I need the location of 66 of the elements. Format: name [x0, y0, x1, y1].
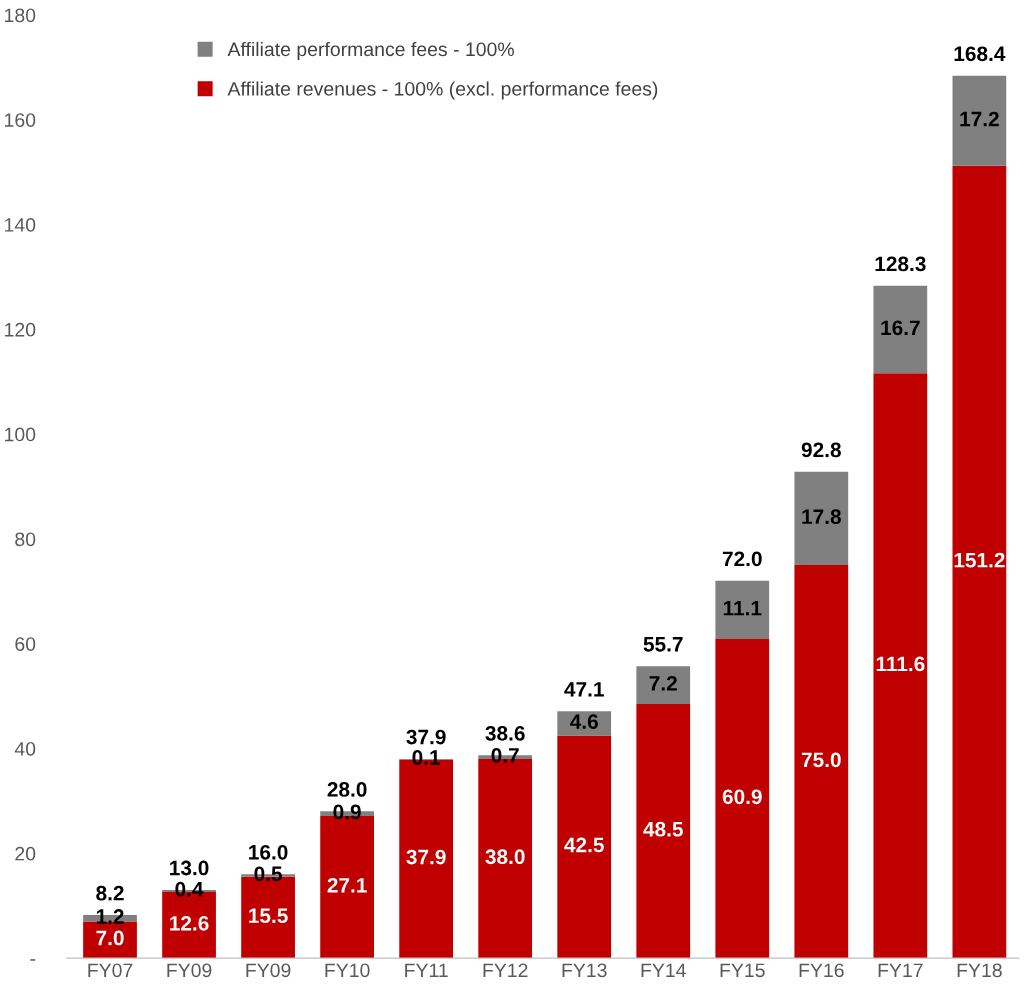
bar	[952, 75, 1007, 166]
x-tick-label: FY12	[483, 963, 528, 978]
data-label: 16.7	[881, 320, 920, 336]
bar	[557, 735, 612, 959]
x-tick-label: FY10	[325, 963, 370, 978]
y-tick-label: 160	[5, 113, 36, 127]
total-label: 47.1	[564, 682, 604, 697]
data-label: 48.5	[643, 821, 683, 837]
y-tick-label: 80	[15, 532, 36, 547]
data-label: 12.6	[170, 915, 209, 931]
x-tick-label: FY15	[720, 963, 765, 978]
bar	[636, 703, 691, 959]
data-label: 111.6	[876, 656, 925, 672]
y-tick-label: 140	[5, 218, 36, 232]
bar	[794, 565, 849, 959]
data-label: 15.5	[249, 908, 288, 924]
legend-label: Affiliate revenues - 100% (excl. performance fees)	[227, 81, 658, 100]
x-tick-label: FY09	[246, 963, 291, 978]
data-label: 37.9	[406, 849, 446, 865]
total-label: 8.2	[96, 885, 124, 901]
y-tick-label: 120	[5, 322, 36, 337]
total-label: 28.0	[327, 782, 367, 797]
bar	[873, 285, 928, 374]
x-tick-label: FY17	[878, 963, 923, 978]
legend-label: Affiliate performance fees - 100%	[227, 41, 514, 61]
y-tick-label: 180	[5, 8, 36, 23]
data-label: 17.2	[960, 111, 999, 127]
total-label: 13.0	[170, 860, 209, 876]
total-label: 55.7	[643, 637, 683, 652]
y-tick-label: 20	[15, 846, 36, 861]
data-label: 4.6	[570, 714, 598, 729]
total-label: 92.8	[801, 442, 841, 458]
data-label: 11.1	[723, 600, 762, 616]
data-label: 38.0	[485, 849, 525, 865]
total-label: 38.6	[485, 725, 525, 741]
x-tick-label: FY18	[957, 963, 1002, 978]
data-label: 42.5	[564, 837, 604, 853]
y-tick-label: 40	[14, 741, 36, 756]
total-label: 16.0	[249, 844, 288, 860]
x-tick-label: FY14	[641, 963, 686, 978]
x-tick-label: FY13	[562, 963, 607, 978]
total-label: 168.4	[954, 46, 1006, 62]
y-tick-label: -	[30, 959, 36, 961]
y-tick-label: 60	[15, 637, 36, 651]
data-label: 151.2	[954, 552, 1005, 568]
y-tick-label: 100	[5, 427, 36, 442]
total-label: 72.0	[722, 551, 762, 567]
data-label: 17.8	[802, 509, 841, 525]
bar	[636, 666, 691, 704]
total-label: 128.3	[875, 256, 926, 272]
data-label: 27.1	[327, 877, 367, 893]
x-tick-label: FY09	[167, 963, 212, 978]
data-label: 75.0	[801, 752, 841, 768]
bar	[794, 471, 849, 566]
x-tick-label: FY16	[799, 963, 844, 978]
data-label: 0.7	[491, 747, 519, 763]
bar	[873, 373, 928, 959]
total-label: 37.9	[406, 729, 446, 745]
data-label: 60.9	[722, 789, 762, 805]
x-tick-label: FY11	[405, 963, 448, 978]
data-label: 7.0	[96, 930, 124, 946]
bar	[715, 580, 770, 639]
bar	[715, 638, 770, 959]
x-tick-label: FY07	[88, 963, 133, 978]
bar	[952, 165, 1007, 959]
data-label: 7.2	[649, 675, 677, 691]
